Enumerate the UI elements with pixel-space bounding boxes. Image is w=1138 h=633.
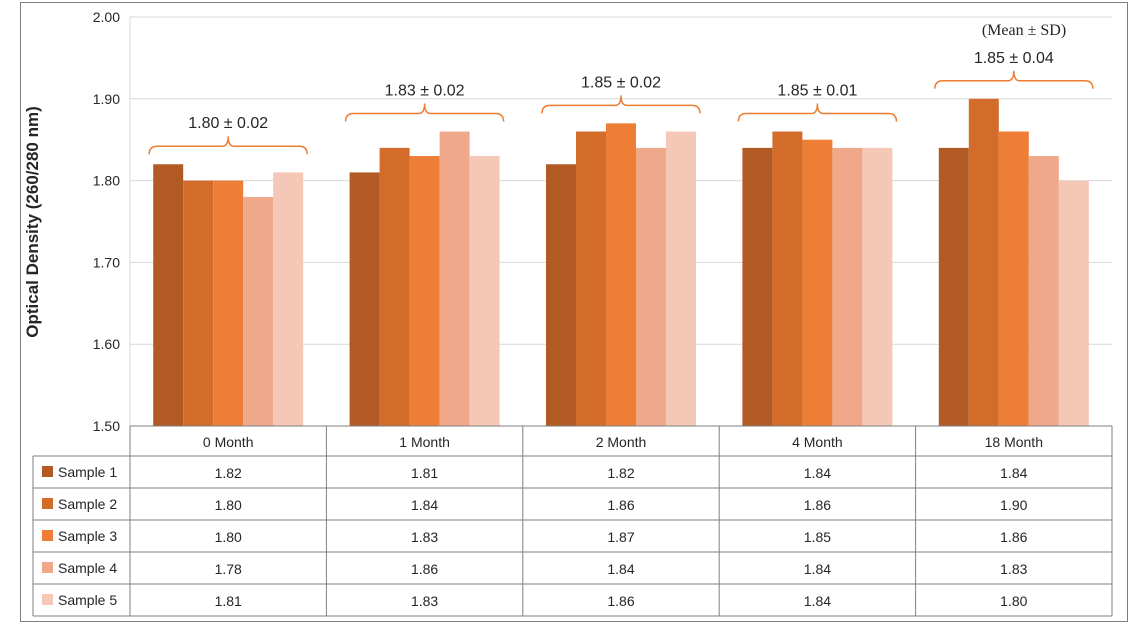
y-axis-ticks: 1.50 1.60 1.70 1.80 1.90 2.00 [93,9,120,434]
bar-sample-4-0 [243,196,274,426]
mean-sd-note: (Mean ± SD) [982,22,1066,39]
bar-sample-1-2 [546,164,576,427]
bar-sample-2-3 [772,131,803,426]
bar-sample-1-4 [938,147,969,426]
table-cell-value: 1.80 [215,529,242,545]
category-label: 18 Month [985,434,1043,450]
y-tick-label: 1.80 [93,173,120,189]
table-cell-value: 1.84 [1000,465,1027,481]
bar-sample-5-1 [469,156,500,426]
bar-sample-1-0 [153,164,184,427]
y-tick-label: 1.50 [93,418,120,434]
table-cell-value: 1.86 [607,497,634,513]
group-annotations: 1.80 ± 0.02 1.83 ± 0.02 1.85 ± 0.02 1.85 ± … [148,50,1094,155]
table-cell-value: 1.80 [1000,593,1027,609]
bar-sample-2-4 [968,98,999,427]
table-cell-value: 1.81 [215,593,242,609]
bar-sample-5-0 [273,172,304,426]
legend-swatch [42,530,53,541]
bar-sample-3-0 [213,180,244,426]
table-cell-value: 1.86 [804,497,831,513]
legend-label: Sample 5 [58,592,117,608]
bar-sample-2-0 [183,180,214,426]
table-cell-value: 1.82 [607,465,634,481]
bar-sample-2-1 [379,147,410,426]
table-cell-value: 1.86 [607,593,634,609]
table-cell-value: 1.86 [1000,529,1027,545]
table-cell-value: 1.84 [804,593,831,609]
group-mean-sd-label: 1.85 ± 0.01 [777,83,857,100]
legend-swatch [42,594,53,605]
y-axis-label: Optical Density (260/280 nm) [23,106,42,337]
table-cell-value: 1.82 [215,465,242,481]
data-table: 0 Month 1 Month 2 Month 4 Month 18 Month Samp… [32,425,1113,617]
bar-sample-5-4 [1058,180,1089,426]
group-bracket [737,103,898,122]
group-bracket [344,103,505,122]
table-cell-value: 1.90 [1000,497,1027,513]
category-label: 0 Month [203,434,254,450]
y-tick-label: 1.70 [93,254,120,270]
bar-sample-3-2 [606,123,636,426]
table-cell-value: 1.81 [411,465,438,481]
bar-sample-4-4 [1028,156,1059,426]
bar-sample-4-1 [439,131,470,426]
group-mean-sd-label: 1.80 ± 0.02 [188,115,268,132]
legend-label: Sample 1 [58,464,117,480]
y-tick-label: 1.60 [93,336,120,352]
table-cell-value: 1.83 [411,593,438,609]
table-cell-value: 1.84 [607,561,634,577]
legend-label: Sample 4 [58,560,117,576]
legend-label: Sample 3 [58,528,117,544]
table-cell-value: 1.86 [411,561,438,577]
group-mean-sd-label: 1.85 ± 0.04 [974,50,1054,67]
table-cell-value: 1.87 [607,529,634,545]
category-label: 2 Month [596,434,647,450]
group-bracket [541,95,701,114]
group-bracket [148,136,308,155]
bar-sample-4-3 [832,147,863,426]
table-cell-value: 1.83 [1000,561,1027,577]
legend-label: Sample 2 [58,496,117,512]
group-mean-sd-label: 1.83 ± 0.02 [385,83,465,100]
category-label: 1 Month [399,434,450,450]
table-cell-value: 1.80 [215,497,242,513]
bar-sample-5-3 [862,147,893,426]
group-mean-sd-label: 1.85 ± 0.02 [581,74,661,91]
y-tick-label: 2.00 [93,9,120,25]
legend-swatch [42,498,53,509]
bar-sample-1-1 [349,172,380,426]
bar-sample-5-2 [666,131,696,426]
y-tick-label: 1.90 [93,91,120,107]
table-cell-value: 1.84 [411,497,438,513]
bar-sample-3-3 [802,139,833,426]
bars [153,98,1089,427]
table-cell-value: 1.84 [804,561,831,577]
bar-sample-3-4 [998,131,1029,426]
legend-swatch [42,562,53,573]
bar-sample-1-3 [742,147,773,426]
bar-sample-3-1 [409,156,440,426]
table-cell-value: 1.84 [804,465,831,481]
bar-sample-4-2 [636,147,666,426]
legend-swatch [42,466,53,477]
chart-frame [20,2,1128,622]
table-cell-value: 1.78 [215,561,242,577]
bar-sample-2-2 [576,131,606,426]
table-cell-value: 1.85 [804,529,831,545]
table-cell-value: 1.83 [411,529,438,545]
category-label: 4 Month [792,434,843,450]
group-bracket [934,70,1094,89]
